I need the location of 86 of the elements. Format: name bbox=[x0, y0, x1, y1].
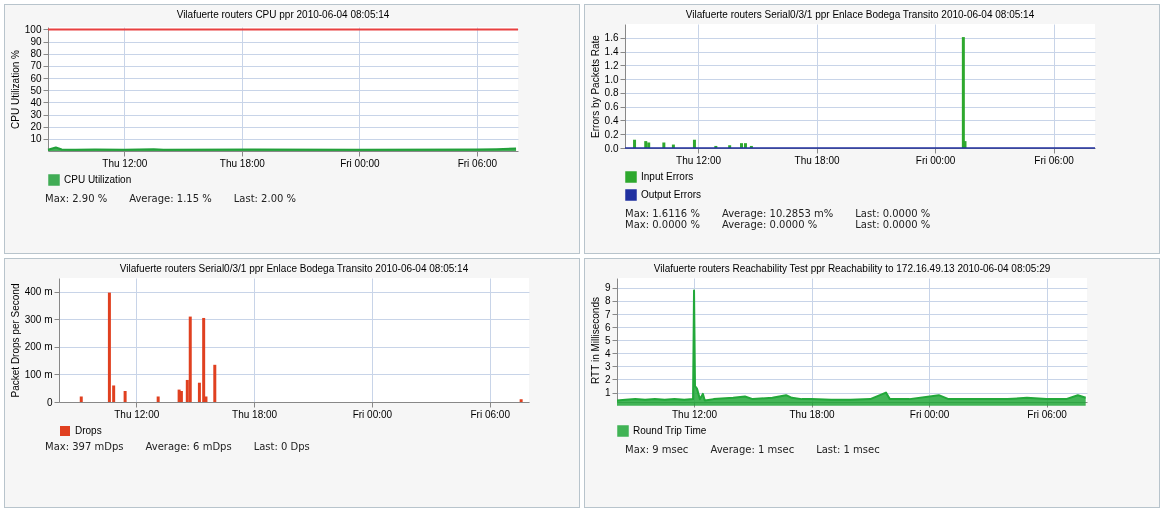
y-tick-label: 70 bbox=[30, 60, 42, 72]
chart-title: Vilafuerte routers Reachability Test ppr Reachability to 172.16.49.13 2010-06-04 08:05:29 bbox=[653, 263, 1051, 274]
y-tick-label: 8 bbox=[604, 295, 611, 307]
bar bbox=[123, 390, 127, 402]
y-tick-label: 4 bbox=[604, 347, 611, 359]
bar bbox=[188, 316, 192, 402]
bar bbox=[79, 396, 83, 402]
text: Average: 6 mDps bbox=[145, 441, 232, 452]
bar bbox=[202, 317, 206, 402]
y-tick-label: 1.2 bbox=[604, 59, 619, 71]
text: Average: 10.2853 m% bbox=[721, 208, 834, 219]
chart-title: Vilafuerte routers CPU ppr 2010-06-04 08:05:14 bbox=[176, 9, 390, 21]
y-axis-title: Errors by Packets Rate bbox=[589, 34, 601, 138]
text: Average: 1.15 % bbox=[129, 193, 212, 204]
text: Last: 0.0000 % bbox=[855, 219, 931, 230]
text: Max: 1.6116 % bbox=[625, 208, 700, 219]
y-tick-label: 60 bbox=[30, 72, 42, 84]
text: Average: 1 msec bbox=[710, 444, 795, 455]
y-axis-title: CPU Utilization % bbox=[9, 49, 21, 129]
legend-label: CPU Utilization bbox=[64, 174, 132, 185]
y-tick-label: 1.6 bbox=[604, 32, 619, 44]
y-tick-label: 6 bbox=[604, 321, 611, 333]
y-tick-label: 100 bbox=[24, 23, 42, 35]
x-tick-label: Thu 12:00 bbox=[676, 154, 722, 166]
bar bbox=[519, 399, 523, 402]
y-tick-label: 0.6 bbox=[604, 101, 619, 113]
y-tick-label: 0.8 bbox=[604, 87, 619, 99]
y-tick-label: 90 bbox=[30, 36, 42, 48]
y-tick-label: 0.4 bbox=[604, 114, 619, 126]
x-tick-label: Fri 00:00 bbox=[340, 157, 381, 169]
x-tick-label: Fri 00:00 bbox=[909, 408, 950, 420]
y-tick-label: 1.4 bbox=[604, 46, 619, 58]
text: Last: 0 Dps bbox=[253, 441, 310, 452]
y-tick-label: 300 m bbox=[24, 313, 53, 325]
text: Max: 9 msec bbox=[625, 444, 689, 455]
x-tick-label: Fri 06:00 bbox=[1027, 408, 1068, 420]
text: Last: 2.00 % bbox=[233, 193, 297, 204]
x-tick-label: Thu 12:00 bbox=[114, 408, 160, 420]
y-tick-label: 10 bbox=[30, 133, 42, 145]
chart-title: Vilafuerte routers Serial0/3/1 ppr Enlace Bodega Transito 2010-06-04 08:05:14 bbox=[119, 263, 469, 274]
bar bbox=[156, 396, 160, 402]
y-tick-label: 1.0 bbox=[604, 73, 619, 85]
y-tick-label: 5 bbox=[604, 334, 611, 346]
y-tick-label: 1 bbox=[604, 387, 611, 399]
legend-label: Round Trip Time bbox=[633, 425, 707, 436]
text: Max: 0.0000 % bbox=[625, 219, 700, 230]
text: Average: 0.0000 % bbox=[721, 219, 819, 230]
x-tick-label: Fri 06:00 bbox=[457, 157, 498, 169]
y-tick-label: 9 bbox=[604, 282, 611, 294]
y-tick-label: 0.0 bbox=[604, 142, 619, 154]
text: Last: 0.0000 % bbox=[855, 208, 931, 219]
y-tick-label: 7 bbox=[604, 308, 611, 320]
y-tick-label: 40 bbox=[30, 96, 42, 108]
y-tick-label: 2 bbox=[604, 373, 611, 385]
legend-label: Output Errors bbox=[641, 189, 702, 200]
y-tick-label: 3 bbox=[604, 360, 611, 372]
text: Last: 1 msec bbox=[816, 444, 880, 455]
x-tick-label: Fri 00:00 bbox=[352, 408, 393, 420]
y-tick-label: 30 bbox=[30, 109, 42, 121]
bar bbox=[107, 292, 111, 402]
x-tick-label: Fri 06:00 bbox=[1034, 154, 1075, 166]
y-tick-label: 400 m bbox=[24, 286, 53, 298]
chart-title: Vilafuerte routers Serial0/3/1 ppr Enlace Bodega Transito 2010-06-04 08:05:14 bbox=[685, 9, 1035, 20]
y-tick-label: 20 bbox=[30, 121, 42, 133]
y-tick-label: 50 bbox=[30, 84, 42, 96]
y-tick-label: 80 bbox=[30, 48, 42, 60]
x-tick-label: Thu 18:00 bbox=[794, 154, 840, 166]
x-tick-label: Thu 18:00 bbox=[232, 408, 278, 420]
y-tick-label: 100 m bbox=[24, 368, 53, 380]
y-tick-label: 0.2 bbox=[604, 128, 619, 140]
y-tick-label: 0 bbox=[46, 396, 53, 408]
legend-label: Drops bbox=[75, 425, 102, 436]
x-tick-label: Thu 18:00 bbox=[219, 157, 266, 169]
y-axis-title: Packet Drops per Second bbox=[9, 283, 21, 398]
text: Max: 2.90 % bbox=[45, 193, 108, 204]
x-tick-label: Thu 18:00 bbox=[789, 408, 835, 420]
x-tick-label: Fri 06:00 bbox=[470, 408, 511, 420]
bar bbox=[213, 364, 217, 402]
bar bbox=[961, 37, 965, 148]
y-tick-label: 200 m bbox=[24, 341, 53, 353]
x-tick-label: Thu 12:00 bbox=[672, 408, 718, 420]
legend-label: Input Errors bbox=[641, 171, 694, 182]
y-axis-title: RTT in Milliseconds bbox=[589, 297, 601, 384]
x-tick-label: Fri 00:00 bbox=[915, 154, 956, 166]
x-tick-label: Thu 12:00 bbox=[102, 157, 148, 169]
text: Max: 397 mDps bbox=[45, 441, 124, 452]
